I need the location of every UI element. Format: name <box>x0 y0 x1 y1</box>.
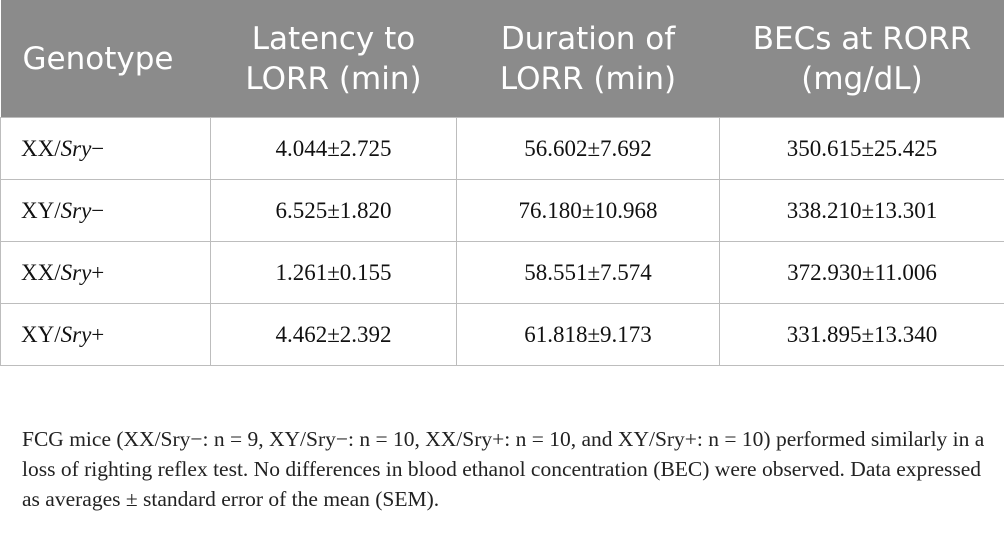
genotype-gene: Sry <box>60 321 92 347</box>
table-caption: FCG mice (XX/Sry−: n = 9, XY/Sry−: n = 1… <box>22 426 985 511</box>
duration-cell: 56.602±7.692 <box>456 117 720 180</box>
header-latency: Latency to LORR (min) <box>210 0 457 118</box>
becs-cell: 350.615±25.425 <box>719 117 1004 180</box>
becs-cell: 338.210±13.301 <box>719 179 1004 242</box>
latency-cell: 1.261±0.155 <box>210 241 457 304</box>
table-header-row: Genotype Latency to LORR (min) Duration … <box>0 0 1004 118</box>
becs-cell: 372.930±11.006 <box>719 241 1004 304</box>
data-table-container: Genotype Latency to LORR (min) Duration … <box>0 0 1004 366</box>
genotype-cell: XY/Sry+ <box>0 303 211 366</box>
genotype-prefix: XY/ <box>21 197 61 223</box>
genotype-prefix: XX/ <box>21 259 61 285</box>
header-becs: BECs at RORR (mg/dL) <box>719 0 1004 118</box>
latency-cell: 6.525±1.820 <box>210 179 457 242</box>
genotype-suffix: + <box>91 259 105 285</box>
genotype-gene: Sry <box>60 135 92 161</box>
table-row: XY/Sry+ 4.462±2.392 61.818±9.173 331.895… <box>0 303 1004 366</box>
genotype-prefix: XY/ <box>21 321 61 347</box>
table-row: XX/Sry− 4.044±2.725 56.602±7.692 350.615… <box>0 117 1004 180</box>
duration-cell: 58.551±7.574 <box>456 241 720 304</box>
table-row: XY/Sry− 6.525±1.820 76.180±10.968 338.21… <box>0 179 1004 242</box>
genotype-cell: XX/Sry− <box>0 117 211 180</box>
genotype-gene: Sry <box>60 197 92 223</box>
header-genotype: Genotype <box>0 0 211 118</box>
latency-cell: 4.044±2.725 <box>210 117 457 180</box>
lorr-results-table: Genotype Latency to LORR (min) Duration … <box>0 0 1004 366</box>
latency-cell: 4.462±2.392 <box>210 303 457 366</box>
genotype-cell: XY/Sry− <box>0 179 211 242</box>
header-duration: Duration of LORR (min) <box>456 0 720 118</box>
duration-cell: 61.818±9.173 <box>456 303 720 366</box>
genotype-suffix: + <box>91 321 105 347</box>
genotype-suffix: − <box>91 197 105 223</box>
genotype-cell: XX/Sry+ <box>0 241 211 304</box>
table-row: XX/Sry+ 1.261±0.155 58.551±7.574 372.930… <box>0 241 1004 304</box>
duration-cell: 76.180±10.968 <box>456 179 720 242</box>
genotype-gene: Sry <box>60 259 92 285</box>
genotype-prefix: XX/ <box>21 135 61 161</box>
becs-cell: 331.895±13.340 <box>719 303 1004 366</box>
genotype-suffix: − <box>91 135 105 161</box>
